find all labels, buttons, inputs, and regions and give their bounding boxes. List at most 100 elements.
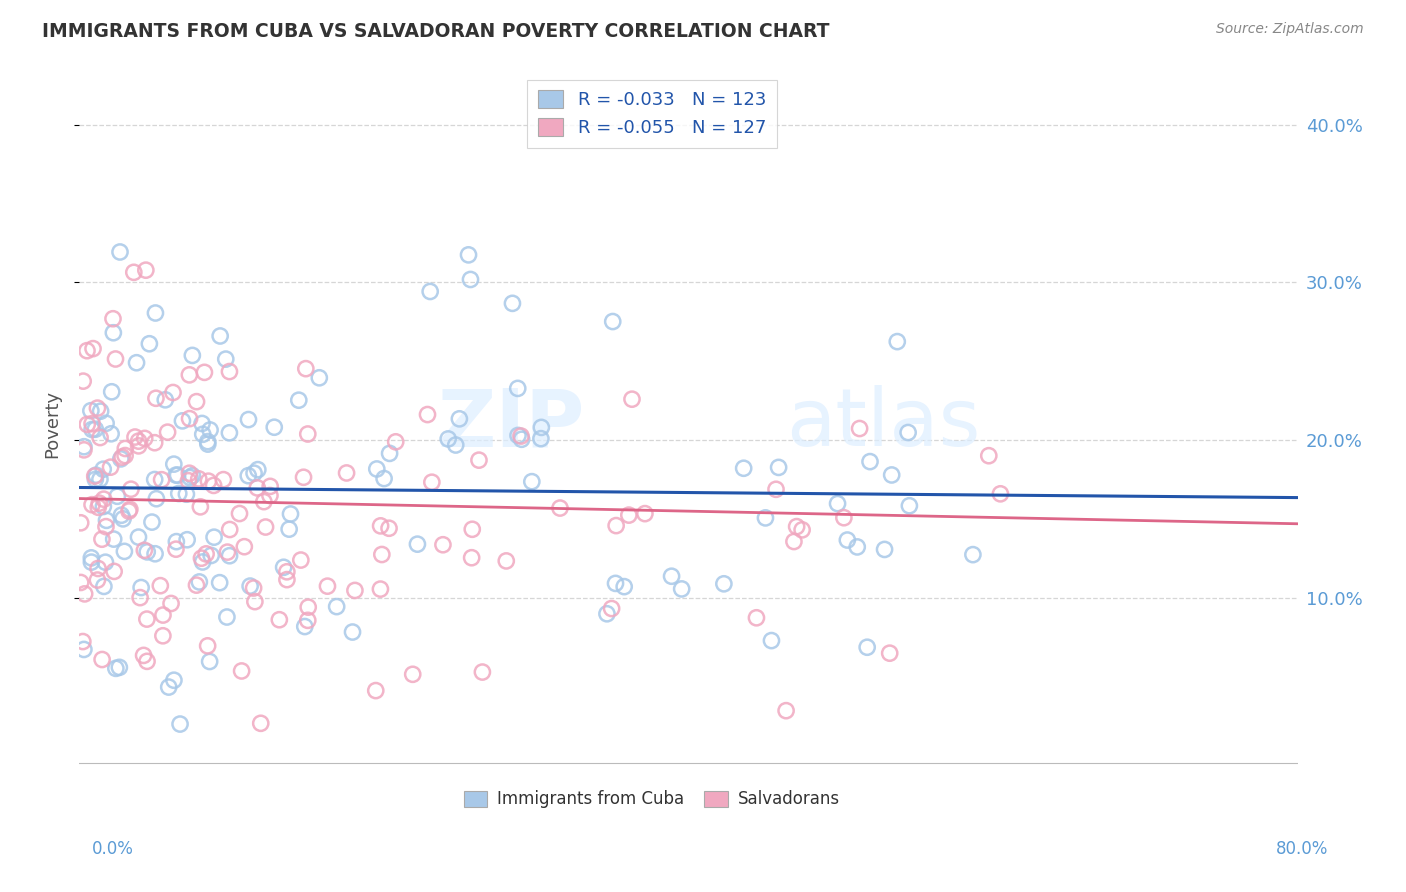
Point [91,652,114,666]
Point [962,548,984,562]
Point [602,314,624,328]
Point [111,450,134,464]
Point [596,607,619,621]
Point [243,594,266,608]
Point [202,478,225,492]
Point [73,642,96,657]
Point [745,611,768,625]
Point [617,508,640,522]
Point [87,500,110,515]
Point [195,547,218,561]
Point [69,575,91,590]
Point [366,462,388,476]
Point [138,336,160,351]
Point [200,549,222,563]
Point [100,460,122,475]
Point [73,442,96,457]
Point [176,533,198,547]
Point [118,504,141,518]
Point [150,473,173,487]
Point [733,461,755,475]
Point [898,499,921,513]
Point [897,425,920,440]
Point [238,412,260,426]
Point [846,540,869,554]
Point [80,550,103,565]
Point [129,581,152,595]
Point [179,368,201,382]
Point [167,486,190,500]
Point [105,489,128,503]
Point [218,425,240,440]
Point [671,582,693,596]
Point [132,648,155,663]
Point [218,549,240,563]
Point [80,555,103,569]
Point [155,392,177,407]
Point [790,523,813,537]
Point [444,438,467,452]
Y-axis label: Poverty: Poverty [44,391,60,458]
Point [179,467,201,481]
Point [118,502,141,516]
Text: IMMIGRANTS FROM CUBA VS SALVADORAN POVERTY CORRELATION CHART: IMMIGRANTS FROM CUBA VS SALVADORAN POVER… [42,22,830,41]
Point [510,432,533,446]
Point [186,578,208,592]
Point [135,612,157,626]
Point [343,583,366,598]
Point [364,683,387,698]
Point [80,417,103,431]
Point [754,511,776,525]
Point [977,449,1000,463]
Point [163,673,186,688]
Point [292,470,315,484]
Point [432,538,454,552]
Point [166,468,188,483]
Point [143,547,166,561]
Point [134,543,156,558]
Point [84,472,107,486]
Text: 80.0%: 80.0% [1277,840,1329,858]
Point [501,296,523,310]
Point [215,352,238,367]
Point [290,553,312,567]
Point [100,426,122,441]
Point [160,597,183,611]
Point [246,462,269,476]
Point [124,430,146,444]
Point [449,412,471,426]
Point [181,348,204,362]
Point [437,432,460,446]
Point [198,655,221,669]
Point [295,361,318,376]
Point [80,403,103,417]
Point [276,565,298,579]
Point [197,437,219,451]
Text: Source: ZipAtlas.com: Source: ZipAtlas.com [1216,22,1364,37]
Point [91,532,114,546]
Point [297,613,319,627]
Point [103,565,125,579]
Point [72,634,94,648]
Point [165,468,187,483]
Point [605,518,627,533]
Point [495,554,517,568]
Point [209,329,232,343]
Point [506,428,529,442]
Point [94,416,117,430]
Point [156,425,179,439]
Point [316,579,339,593]
Point [125,356,148,370]
Point [134,431,156,445]
Point [249,716,271,731]
Point [80,422,103,436]
Point [775,704,797,718]
Point [172,414,194,428]
Point [165,542,187,557]
Point [278,522,301,536]
Point [325,599,347,614]
Point [336,466,359,480]
Point [89,472,111,486]
Point [420,475,443,490]
Point [187,472,209,486]
